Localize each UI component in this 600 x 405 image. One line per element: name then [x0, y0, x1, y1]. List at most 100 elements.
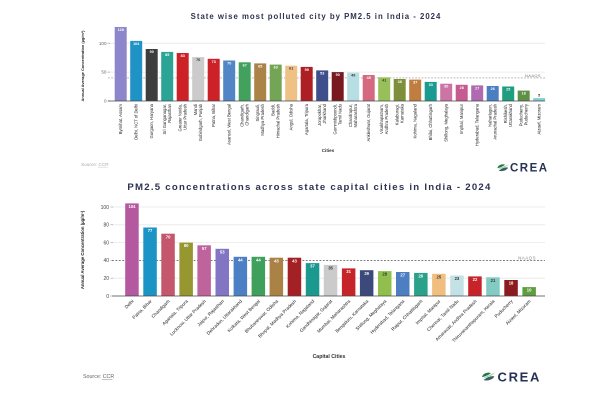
svg-text:Uttar Pradesh: Uttar Pradesh — [182, 103, 187, 130]
svg-text:Arunachal Pradesh: Arunachal Pradesh — [492, 103, 497, 139]
svg-text:Delhi, NCT of Delhi: Delhi, NCT of Delhi — [134, 104, 139, 140]
svg-text:53: 53 — [220, 249, 225, 254]
svg-text:Byrnihat, Assam: Byrnihat, Assam — [118, 103, 123, 134]
svg-text:77: 77 — [148, 228, 153, 233]
svg-text:Kalaburagi,: Kalaburagi, — [395, 104, 400, 125]
svg-text:Asansol, West Bengal: Asansol, West Bengal — [227, 104, 232, 145]
svg-text:30: 30 — [444, 85, 448, 89]
svg-text:Himachal Pradesh: Himachal Pradesh — [275, 103, 280, 138]
svg-text:0: 0 — [106, 294, 109, 300]
svg-text:104: 104 — [129, 204, 137, 209]
svg-text:128: 128 — [118, 28, 124, 32]
svg-text:Capital Cities: Capital Cities — [313, 354, 346, 360]
svg-text:85: 85 — [165, 53, 169, 57]
svg-text:70: 70 — [227, 62, 231, 66]
svg-text:Gummidipoondi,: Gummidipoondi, — [333, 104, 338, 135]
svg-text:29: 29 — [364, 271, 369, 276]
svg-text:45: 45 — [367, 76, 371, 80]
svg-text:Jharkhand: Jharkhand — [322, 103, 327, 123]
svg-text:80: 80 — [103, 223, 109, 229]
svg-text:21: 21 — [491, 278, 496, 283]
svg-text:Patna, Bihar: Patna, Bihar — [211, 103, 216, 127]
svg-text:27: 27 — [400, 273, 405, 278]
svg-text:76: 76 — [196, 58, 200, 62]
svg-text:20: 20 — [103, 276, 109, 282]
svg-text:CREA: CREA — [510, 163, 549, 175]
svg-text:53: 53 — [320, 71, 324, 75]
svg-text:Chandigarh: Chandigarh — [244, 103, 249, 125]
svg-text:Andhra Pradesh: Andhra Pradesh — [384, 103, 389, 134]
svg-text:31: 31 — [346, 269, 351, 274]
svg-text:Gurgaon, Haryana: Gurgaon, Haryana — [149, 103, 154, 138]
svg-text:Agartala, Tripura: Agartala, Tripura — [304, 103, 309, 135]
svg-text:23: 23 — [455, 276, 460, 281]
svg-text:100: 100 — [101, 205, 110, 211]
svg-text:60: 60 — [184, 243, 189, 248]
svg-text:Greater Noida,: Greater Noida, — [178, 104, 183, 131]
svg-text:NAAQS: NAAQS — [518, 255, 536, 260]
svg-text:Madhya Pradesh: Madhya Pradesh — [260, 103, 265, 135]
svg-text:0: 0 — [104, 99, 107, 104]
svg-text:40: 40 — [103, 258, 109, 264]
svg-text:50: 50 — [336, 73, 340, 77]
svg-text:90: 90 — [150, 50, 154, 54]
svg-text:61: 61 — [289, 67, 293, 71]
svg-text:18: 18 — [509, 281, 514, 286]
svg-text:60: 60 — [103, 240, 109, 246]
svg-text:Sri Ganganagar,: Sri Ganganagar, — [162, 104, 167, 135]
svg-text:Chandrapur,: Chandrapur, — [348, 104, 353, 127]
svg-text:100: 100 — [99, 41, 107, 46]
svg-text:Puducherry,: Puducherry, — [519, 104, 524, 126]
svg-text:70: 70 — [166, 234, 171, 239]
svg-text:43: 43 — [274, 258, 279, 263]
svg-text:28: 28 — [460, 86, 464, 90]
svg-text:PM2.5 concentrations across st: PM2.5 concentrations across state capita… — [127, 182, 491, 193]
svg-text:Singrauli,: Singrauli, — [255, 104, 260, 121]
svg-text:Chandigarh,: Chandigarh, — [240, 104, 245, 127]
svg-text:Kohima, Nagaland: Kohima, Nagaland — [413, 103, 418, 138]
svg-text:Aizawl, Mizoram: Aizawl, Mizoram — [537, 103, 542, 134]
svg-text:Cities: Cities — [322, 148, 335, 153]
svg-text:NAAQS: NAAQS — [525, 73, 541, 78]
svg-text:33: 33 — [429, 83, 433, 87]
svg-text:41: 41 — [382, 78, 386, 82]
svg-text:Karnataka: Karnataka — [399, 103, 404, 123]
svg-text:Angul, Odisha: Angul, Odisha — [289, 103, 294, 130]
svg-text:Maharashtra: Maharashtra — [353, 103, 358, 127]
svg-text:67: 67 — [243, 63, 247, 67]
svg-text:25: 25 — [437, 274, 442, 279]
svg-text:104: 104 — [133, 42, 140, 46]
svg-text:35: 35 — [328, 265, 333, 270]
svg-text:Source: CCR: Source: CCR — [81, 162, 109, 167]
svg-text:37: 37 — [310, 264, 315, 269]
svg-text:59: 59 — [305, 68, 309, 72]
svg-text:Jorapokhar,: Jorapokhar, — [317, 104, 322, 126]
svg-text:Hyderabad, Telangana: Hyderabad, Telangana — [475, 103, 480, 146]
svg-text:50: 50 — [101, 70, 107, 75]
svg-text:Ankleshwar, Gujarat: Ankleshwar, Gujarat — [366, 103, 371, 141]
svg-text:28: 28 — [382, 272, 387, 277]
svg-text:57: 57 — [202, 246, 207, 251]
svg-text:73: 73 — [212, 60, 216, 64]
svg-text:63: 63 — [274, 66, 278, 70]
svg-text:49: 49 — [351, 74, 355, 78]
svg-text:Puducherry: Puducherry — [523, 103, 528, 125]
svg-text:83: 83 — [181, 54, 185, 58]
svg-text:25: 25 — [506, 88, 510, 92]
svg-text:CREA: CREA — [498, 370, 542, 385]
svg-text:Baddi,: Baddi, — [271, 104, 276, 116]
svg-text:44: 44 — [238, 257, 243, 262]
svg-text:Mandi: Mandi — [193, 104, 198, 115]
svg-text:Tamil Nadu: Tamil Nadu — [337, 103, 342, 125]
svg-text:Source: CCR: Source: CCR — [83, 374, 114, 380]
svg-text:22: 22 — [473, 277, 478, 282]
svg-text:Rishikesh,: Rishikesh, — [503, 104, 508, 123]
svg-text:26: 26 — [418, 273, 423, 278]
svg-text:Annual Average Concentration (: Annual Average Concentration (µg/m³) — [80, 30, 85, 102]
svg-text:65: 65 — [258, 64, 262, 68]
svg-text:18: 18 — [522, 92, 526, 96]
svg-text:Bhilai, Chhattisgarh: Bhilai, Chhattisgarh — [428, 103, 433, 140]
svg-text:26: 26 — [491, 87, 495, 91]
svg-text:Shillong, Meghalaya: Shillong, Meghalaya — [444, 103, 449, 141]
svg-text:37: 37 — [413, 81, 417, 85]
